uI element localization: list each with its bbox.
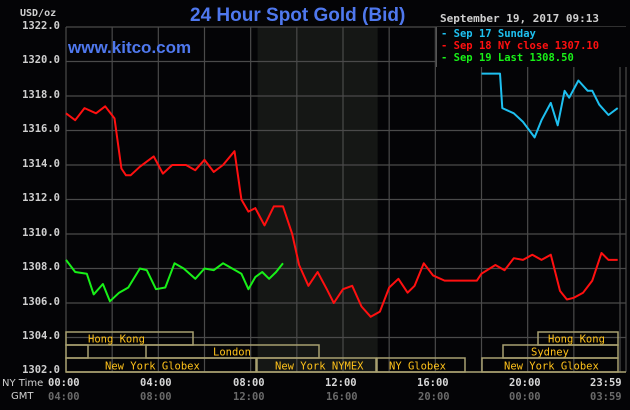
site-url[interactable]: www.kitco.com bbox=[68, 38, 192, 57]
y-tick: 1316.0 bbox=[22, 123, 60, 135]
chart-datetime: September 19, 2017 09:13 bbox=[440, 12, 599, 25]
x-tick-ny: 04:00 bbox=[140, 377, 172, 389]
legend-label: Sep 19 Last 1308.50 bbox=[453, 52, 574, 64]
y-tick: 1302.0 bbox=[22, 364, 60, 376]
y-tick: 1304.0 bbox=[22, 330, 60, 342]
gridlines bbox=[65, 26, 627, 373]
y-tick: 1314.0 bbox=[22, 158, 60, 170]
legend-item-sep19: - Sep 19 Last 1308.50 bbox=[441, 52, 574, 64]
svg-text:Sydney: Sydney bbox=[531, 347, 569, 359]
legend-item-sep17: - Sep 17 Sunday bbox=[441, 28, 536, 40]
price-lines bbox=[65, 72, 619, 318]
svg-text:New York Globex: New York Globex bbox=[105, 361, 200, 373]
y-tick: 1306.0 bbox=[22, 296, 60, 308]
trading-sessions: Hong Kong Hong Kong London Sydney New York G… bbox=[65, 331, 626, 373]
ny-time-label: NY Time bbox=[2, 378, 44, 389]
gmt-label: GMT bbox=[11, 391, 34, 402]
x-tick-ny: 23:59 bbox=[590, 377, 622, 389]
x-tick-gmt: 04:00 bbox=[48, 391, 80, 403]
svg-text:Hong Kong: Hong Kong bbox=[88, 334, 145, 346]
y-tick: 1318.0 bbox=[22, 89, 60, 101]
y-tick: 1308.0 bbox=[22, 261, 60, 273]
svg-text:New York Globex: New York Globex bbox=[504, 361, 599, 373]
chart-title: 24 Hour Spot Gold (Bid) bbox=[190, 5, 406, 26]
x-tick-gmt: 16:00 bbox=[326, 391, 358, 403]
x-tick-ny: 12:00 bbox=[325, 377, 357, 389]
x-tick-gmt: 12:00 bbox=[233, 391, 265, 403]
legend-item-sep18: - Sep 18 NY close 1307.10 bbox=[441, 40, 599, 52]
svg-text:New York NYMEX: New York NYMEX bbox=[275, 361, 364, 373]
y-axis-unit: USD/oz bbox=[20, 8, 57, 19]
legend-dash-icon: - bbox=[441, 52, 448, 64]
y-tick: 1320.0 bbox=[22, 54, 60, 66]
x-tick-ny: 00:00 bbox=[48, 377, 80, 389]
legend-label: Sep 17 Sunday bbox=[453, 28, 536, 40]
x-tick-ny: 08:00 bbox=[233, 377, 265, 389]
x-tick-gmt: 03:59 bbox=[590, 391, 622, 403]
x-tick-gmt: 08:00 bbox=[140, 391, 172, 403]
x-tick-gmt: 20:00 bbox=[418, 391, 450, 403]
svg-text:Hong Kong: Hong Kong bbox=[548, 334, 605, 346]
x-tick-ny: 20:00 bbox=[509, 377, 541, 389]
x-tick-gmt: 00:00 bbox=[509, 391, 541, 403]
svg-text:NY Globex: NY Globex bbox=[389, 361, 446, 373]
legend-dash-icon: - bbox=[441, 40, 448, 52]
legend-label: Sep 18 NY close 1307.10 bbox=[453, 40, 600, 52]
legend-dash-icon: - bbox=[441, 28, 448, 40]
legend: - Sep 17 Sunday - Sep 18 NY close 1307.1… bbox=[436, 27, 627, 67]
svg-text:London: London bbox=[213, 347, 251, 359]
y-tick: 1310.0 bbox=[22, 227, 60, 239]
y-tick: 1312.0 bbox=[22, 192, 60, 204]
y-tick: 1322.0 bbox=[22, 20, 60, 32]
x-tick-ny: 16:00 bbox=[417, 377, 449, 389]
